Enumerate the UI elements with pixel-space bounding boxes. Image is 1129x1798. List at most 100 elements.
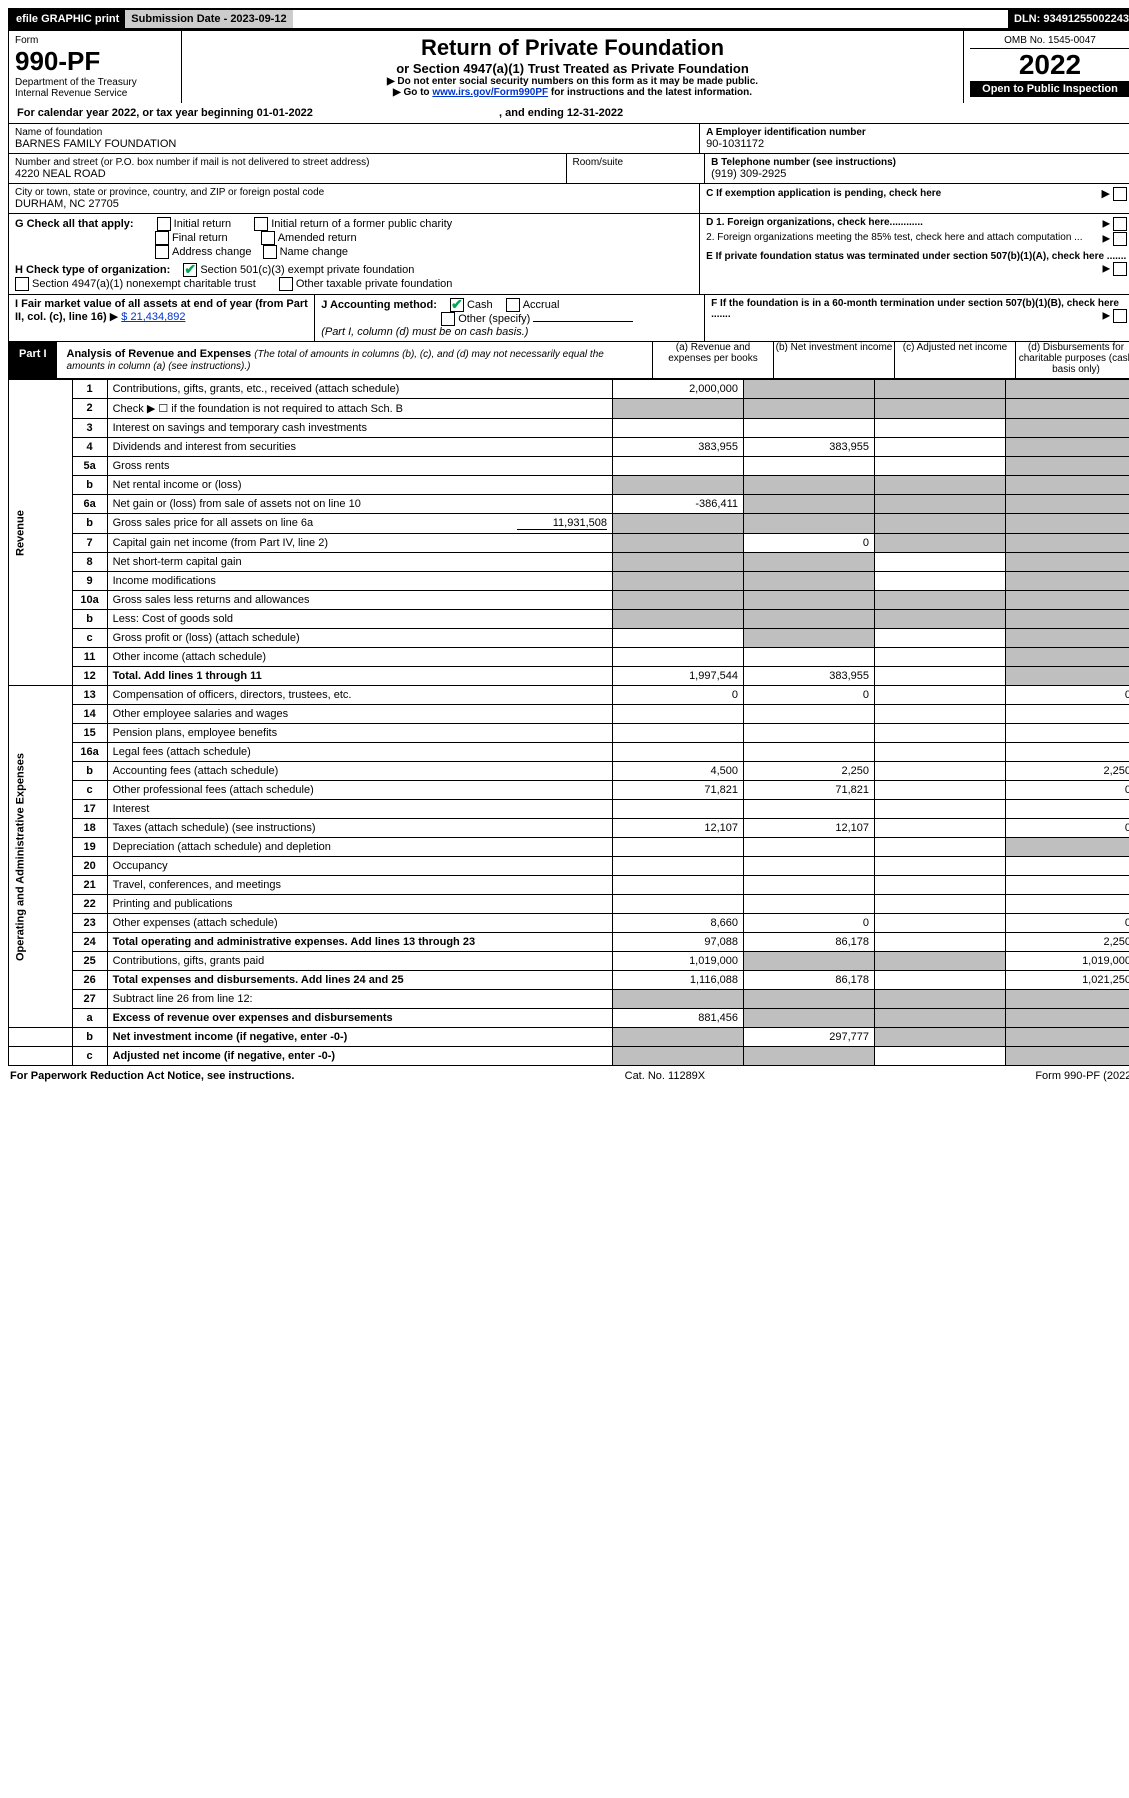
line16a-desc: Legal fees (attach schedule) (107, 743, 612, 762)
line6a-col-a: -386,411 (613, 495, 744, 514)
g-name-change-checkbox[interactable] (263, 245, 277, 259)
line4-col-a: 383,955 (613, 438, 744, 457)
form-label: Form (15, 35, 175, 46)
line13-col-a: 0 (613, 686, 744, 705)
line2-desc: Check ▶ ☐ if the foundation is not requi… (107, 399, 612, 419)
line26-col-b: 86,178 (744, 971, 875, 990)
d1-checkbox[interactable] (1113, 217, 1127, 231)
line26-desc: Total expenses and disbursements. Add li… (107, 971, 612, 990)
footer-cat-no: Cat. No. 11289X (625, 1070, 706, 1082)
d2-checkbox[interactable] (1113, 232, 1127, 246)
top-bar: efile GRAPHIC print Submission Date - 20… (8, 8, 1129, 30)
g-amended-return-checkbox[interactable] (261, 231, 275, 245)
phone-label: B Telephone number (see instructions) (711, 157, 1129, 168)
city-label: City or town, state or province, country… (15, 187, 693, 198)
ein-label: A Employer identification number (706, 127, 1129, 138)
line23-col-a: 8,660 (613, 914, 744, 933)
line6b-value: 11,931,508 (517, 517, 607, 530)
line6b-desc: Gross sales price for all assets on line… (113, 517, 314, 529)
line18-col-b: 12,107 (744, 819, 875, 838)
line18-desc: Taxes (attach schedule) (see instruction… (107, 819, 612, 838)
g-final-return-checkbox[interactable] (155, 231, 169, 245)
line16b-col-b: 2,250 (744, 762, 875, 781)
part1-table: Revenue 1 Contributions, gifts, grants, … (8, 379, 1129, 1066)
room-label: Room/suite (573, 157, 699, 168)
line26-col-a: 1,116,088 (613, 971, 744, 990)
line19-desc: Depreciation (attach schedule) and deple… (107, 838, 612, 857)
line5a-desc: Gross rents (107, 457, 612, 476)
j-other-checkbox[interactable] (441, 312, 455, 326)
line16c-col-a: 71,821 (613, 781, 744, 800)
form-title: Return of Private Foundation (188, 35, 957, 61)
g-initial-former-checkbox[interactable] (254, 217, 268, 231)
fmv-link[interactable]: $ 21,434,892 (121, 311, 185, 323)
line12-desc: Total. Add lines 1 through 11 (107, 667, 612, 686)
line16b-col-a: 4,500 (613, 762, 744, 781)
line10a-desc: Gross sales less returns and allowances (107, 591, 612, 610)
j-cash-checkbox[interactable] (450, 298, 464, 312)
dept-line2: Internal Revenue Service (15, 88, 175, 99)
omb-number: OMB No. 1545-0047 (970, 35, 1129, 49)
line25-col-a: 1,019,000 (613, 952, 744, 971)
form-number: 990-PF (15, 46, 175, 77)
line16b-desc: Accounting fees (attach schedule) (107, 762, 612, 781)
c-pending-checkbox[interactable] (1113, 187, 1127, 201)
line27c-desc: Adjusted net income (if negative, enter … (107, 1047, 612, 1066)
line4-desc: Dividends and interest from securities (107, 438, 612, 457)
line7-col-b: 0 (744, 534, 875, 553)
line7-desc: Capital gain net income (from Part IV, l… (107, 534, 612, 553)
line3-desc: Interest on savings and temporary cash i… (107, 419, 612, 438)
line27a-desc: Excess of revenue over expenses and disb… (107, 1009, 612, 1028)
efile-label: efile GRAPHIC print (10, 10, 125, 28)
e-checkbox[interactable] (1113, 262, 1127, 276)
line16c-col-d: 0 (1006, 781, 1129, 800)
line15-desc: Pension plans, employee benefits (107, 724, 612, 743)
phone-value: (919) 309-2925 (711, 168, 1129, 180)
line10b-desc: Less: Cost of goods sold (107, 610, 612, 629)
line18-col-d: 0 (1006, 819, 1129, 838)
note-goto-prefix: ▶ Go to (393, 87, 432, 98)
line25-desc: Contributions, gifts, grants paid (107, 952, 612, 971)
h-501c3-checkbox[interactable] (183, 263, 197, 277)
f-checkbox[interactable] (1113, 309, 1127, 323)
line1-desc: Contributions, gifts, grants, etc., rece… (107, 380, 612, 399)
g-address-change-checkbox[interactable] (155, 245, 169, 259)
line13-col-b: 0 (744, 686, 875, 705)
line13-desc: Compensation of officers, directors, tru… (107, 686, 612, 705)
f-label: F If the foundation is in a 60-month ter… (711, 298, 1119, 320)
line14-desc: Other employee salaries and wages (107, 705, 612, 724)
line27-desc: Subtract line 26 from line 12: (107, 990, 612, 1009)
foundation-name-label: Name of foundation (15, 127, 693, 138)
address-label: Number and street (or P.O. box number if… (15, 157, 560, 168)
j-accrual-checkbox[interactable] (506, 298, 520, 312)
h-4947-checkbox[interactable] (15, 277, 29, 291)
line13-col-d: 0 (1006, 686, 1129, 705)
e-label: E If private foundation status was termi… (706, 251, 1126, 262)
revenue-section-label: Revenue (9, 380, 73, 686)
line20-desc: Occupancy (107, 857, 612, 876)
line4-col-b: 383,955 (744, 438, 875, 457)
h-label: H Check type of organization: (15, 264, 170, 276)
line16c-col-b: 71,821 (744, 781, 875, 800)
city-value: DURHAM, NC 27705 (15, 198, 693, 210)
line6a-desc: Net gain or (loss) from sale of assets n… (107, 495, 612, 514)
line26-col-d: 1,021,250 (1006, 971, 1129, 990)
tax-year: 2022 (970, 49, 1129, 81)
h-other-taxable-checkbox[interactable] (279, 277, 293, 291)
line27a-col-a: 881,456 (613, 1009, 744, 1028)
calendar-year-end: , and ending 12-31-2022 (499, 107, 623, 119)
line27b-desc: Net investment income (if negative, ente… (107, 1028, 612, 1047)
d2-label: 2. Foreign organizations meeting the 85%… (706, 232, 1082, 243)
col-a-header: (a) Revenue and expenses per books (652, 342, 773, 378)
g-initial-return-checkbox[interactable] (157, 217, 171, 231)
submission-date: Submission Date - 2023-09-12 (125, 10, 292, 28)
col-b-header: (b) Net investment income (773, 342, 894, 378)
col-c-header: (c) Adjusted net income (894, 342, 1015, 378)
instructions-link[interactable]: www.irs.gov/Form990PF (432, 87, 548, 98)
part1-title: Analysis of Revenue and Expenses (67, 348, 252, 360)
col-d-header: (d) Disbursements for charitable purpose… (1015, 342, 1129, 378)
line25-col-d: 1,019,000 (1006, 952, 1129, 971)
line11-desc: Other income (attach schedule) (107, 648, 612, 667)
form-subtitle: or Section 4947(a)(1) Trust Treated as P… (188, 61, 957, 76)
line23-desc: Other expenses (attach schedule) (107, 914, 612, 933)
